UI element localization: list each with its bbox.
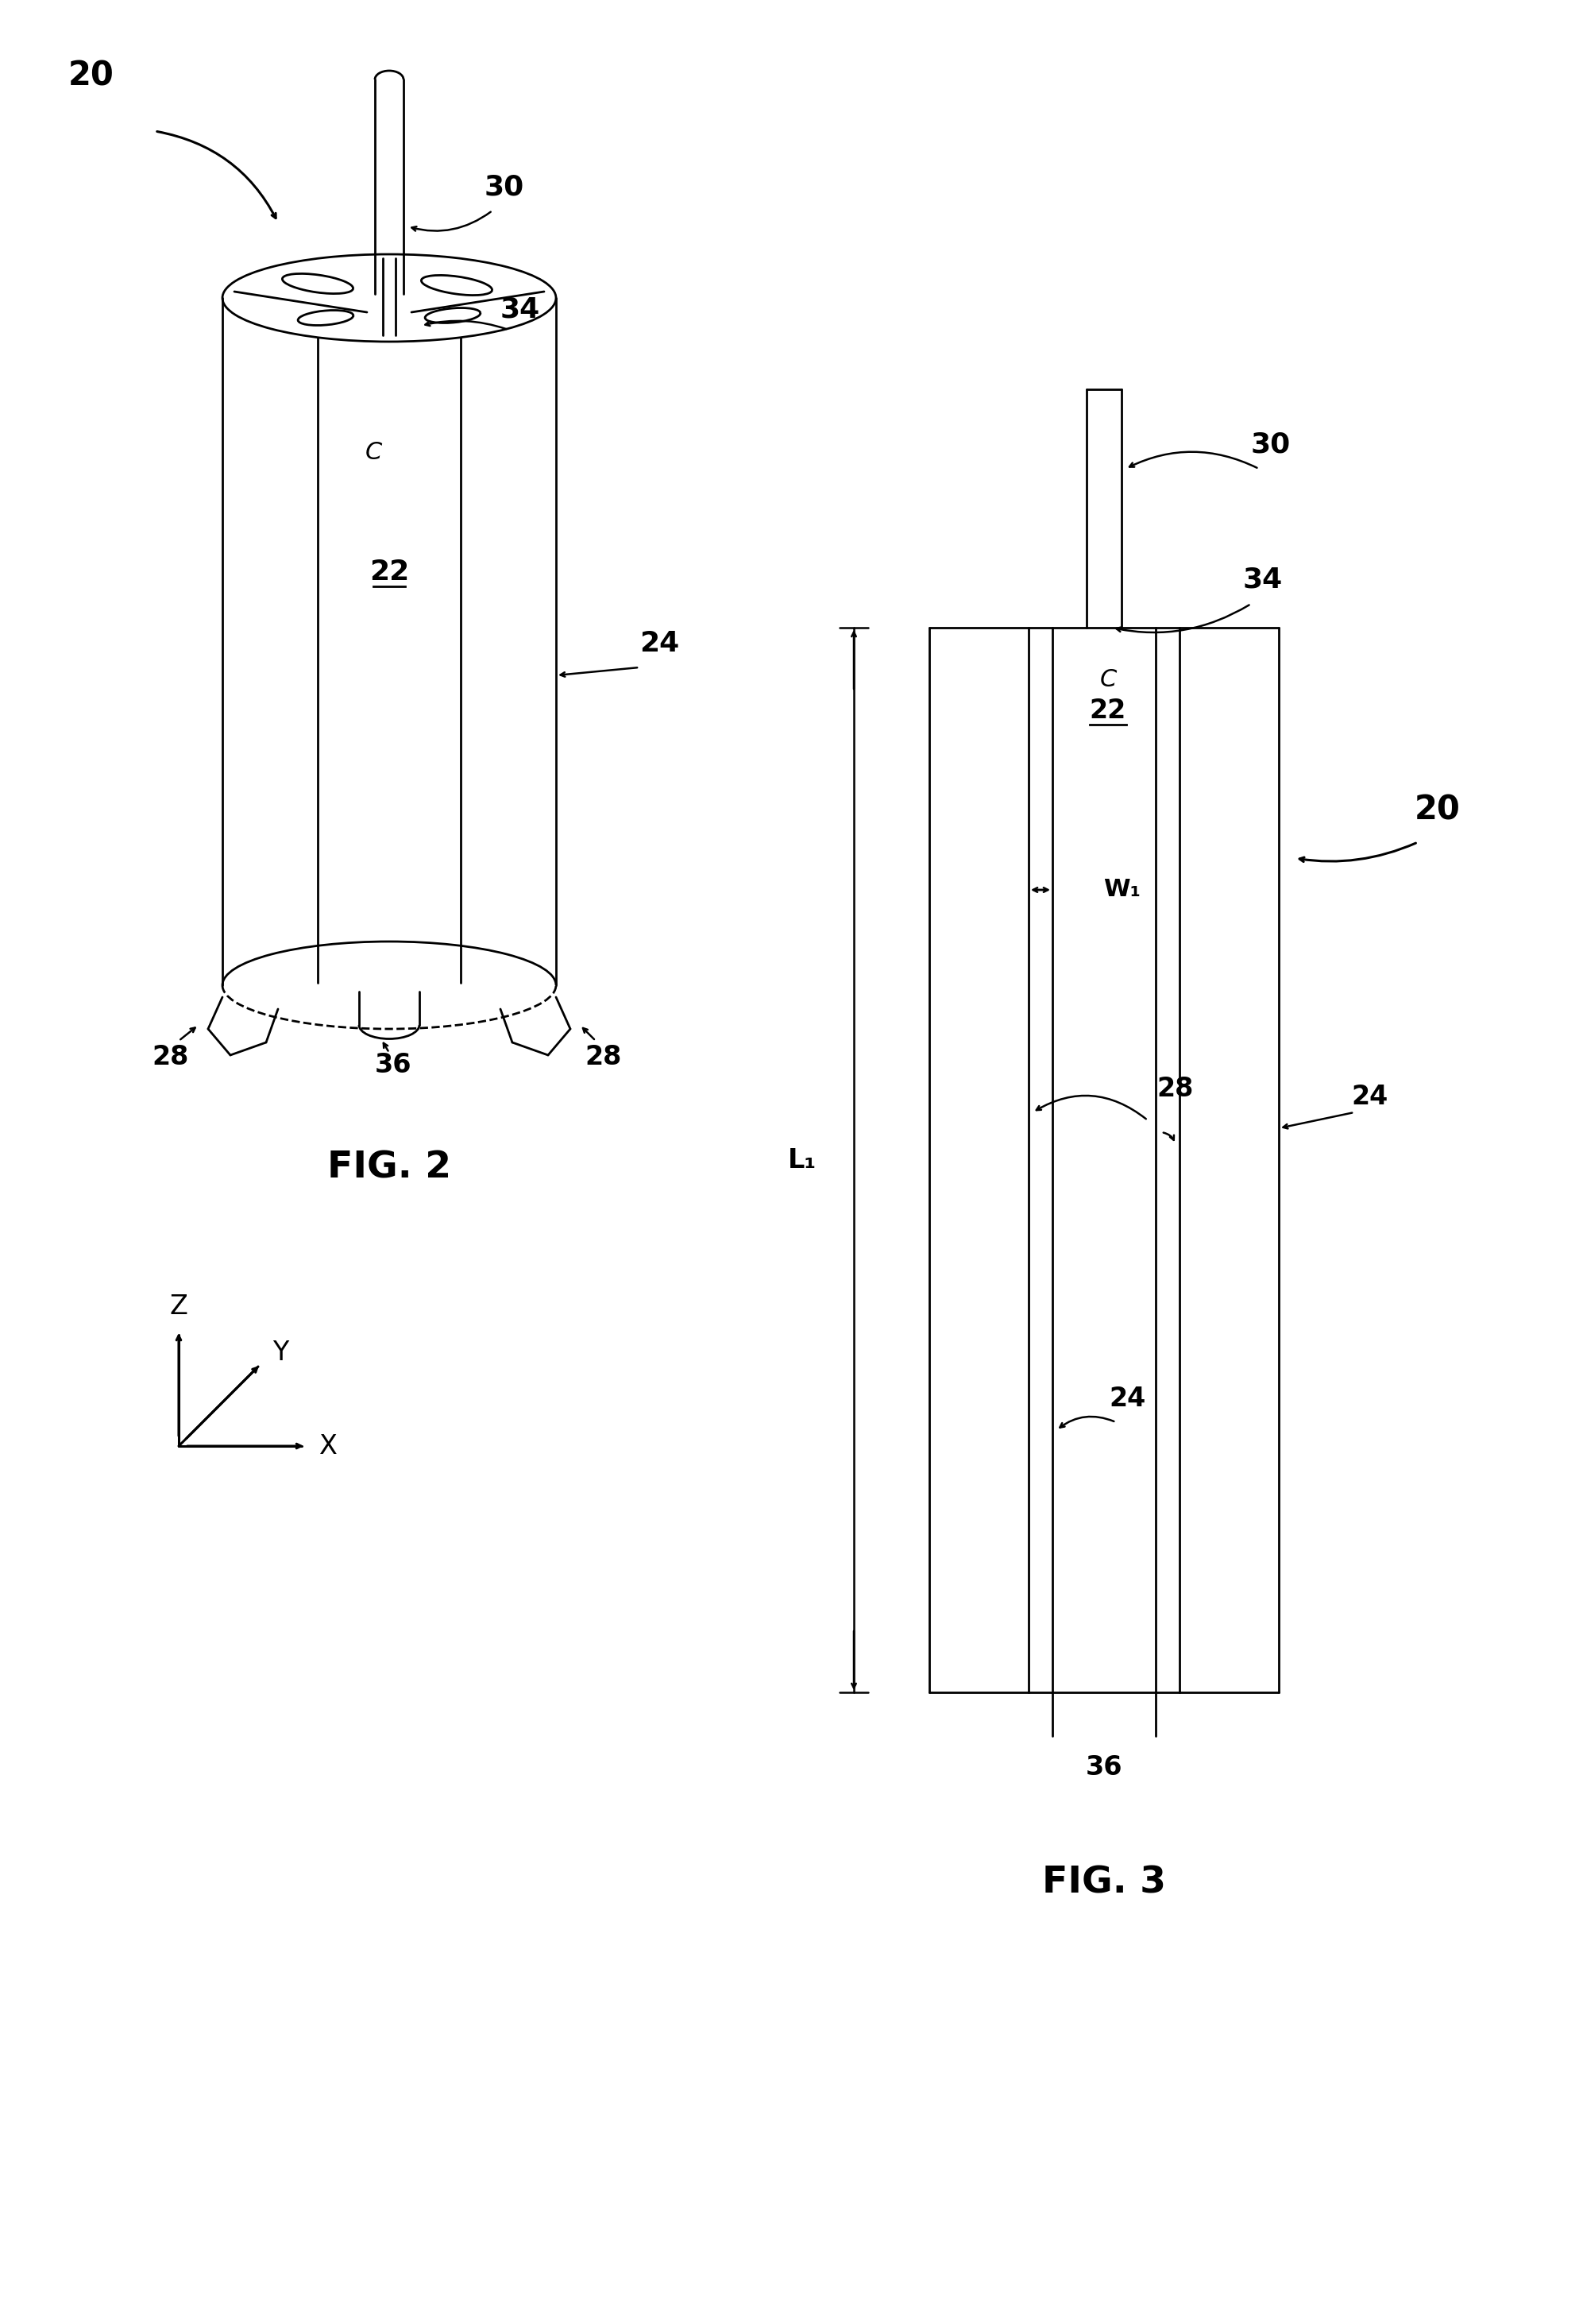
Text: 28: 28 [586,1043,622,1069]
Text: 22: 22 [1089,697,1127,725]
Text: C: C [364,442,382,465]
Text: X: X [318,1434,337,1459]
Text: 30: 30 [1251,432,1290,458]
Text: 28: 28 [152,1043,190,1069]
Text: C: C [1100,667,1116,690]
Text: Z: Z [169,1294,188,1320]
Text: 30: 30 [484,174,524,200]
Text: 34: 34 [500,297,540,323]
Text: 24: 24 [1352,1083,1388,1109]
Text: 34: 34 [1243,567,1282,593]
Text: 36: 36 [1086,1755,1122,1780]
Text: L₁: L₁ [788,1148,817,1174]
Text: 24: 24 [640,630,679,658]
Text: 28: 28 [1157,1076,1194,1102]
Text: FIG. 3: FIG. 3 [1042,1866,1167,1901]
Text: 20: 20 [1415,795,1461,827]
Text: FIG. 2: FIG. 2 [328,1150,451,1185]
Text: 36: 36 [375,1050,412,1078]
Text: W₁: W₁ [1103,878,1141,902]
Text: 20: 20 [68,58,114,93]
Text: Y: Y [272,1339,288,1367]
Text: 22: 22 [369,558,408,586]
Text: 24: 24 [1110,1385,1146,1411]
